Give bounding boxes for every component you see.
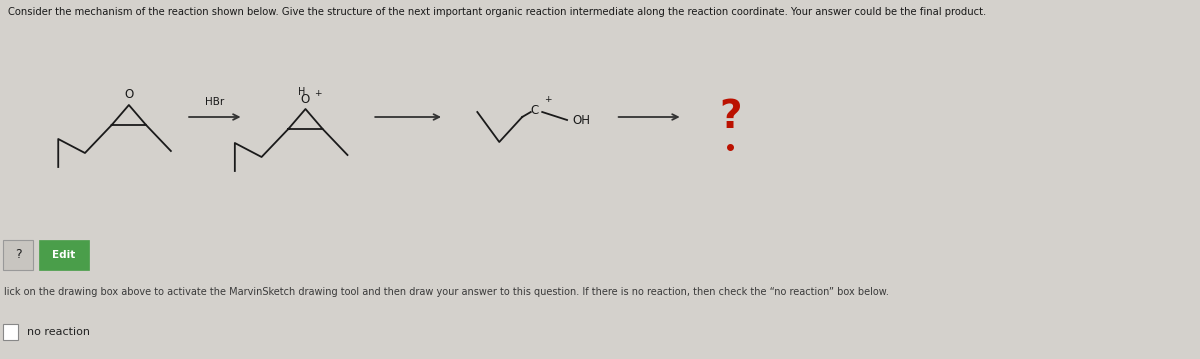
Text: lick on the drawing box above to activate the MarvinSketch drawing tool and then: lick on the drawing box above to activat… [4,287,889,297]
Text: HBr: HBr [205,97,224,107]
Text: Edit: Edit [53,250,76,260]
FancyBboxPatch shape [40,240,89,270]
Text: O: O [301,93,310,106]
Text: H: H [298,87,305,97]
Text: ?: ? [719,98,742,136]
Text: ?: ? [14,248,22,261]
FancyBboxPatch shape [2,240,34,270]
FancyBboxPatch shape [2,324,18,340]
Text: OH: OH [572,115,590,127]
Text: +: + [545,95,552,104]
Text: O: O [125,88,133,101]
Text: C: C [530,103,539,117]
Text: Consider the mechanism of the reaction shown below. Give the structure of the ne: Consider the mechanism of the reaction s… [7,7,986,17]
Text: no reaction: no reaction [26,327,90,337]
Text: +: + [314,89,322,98]
